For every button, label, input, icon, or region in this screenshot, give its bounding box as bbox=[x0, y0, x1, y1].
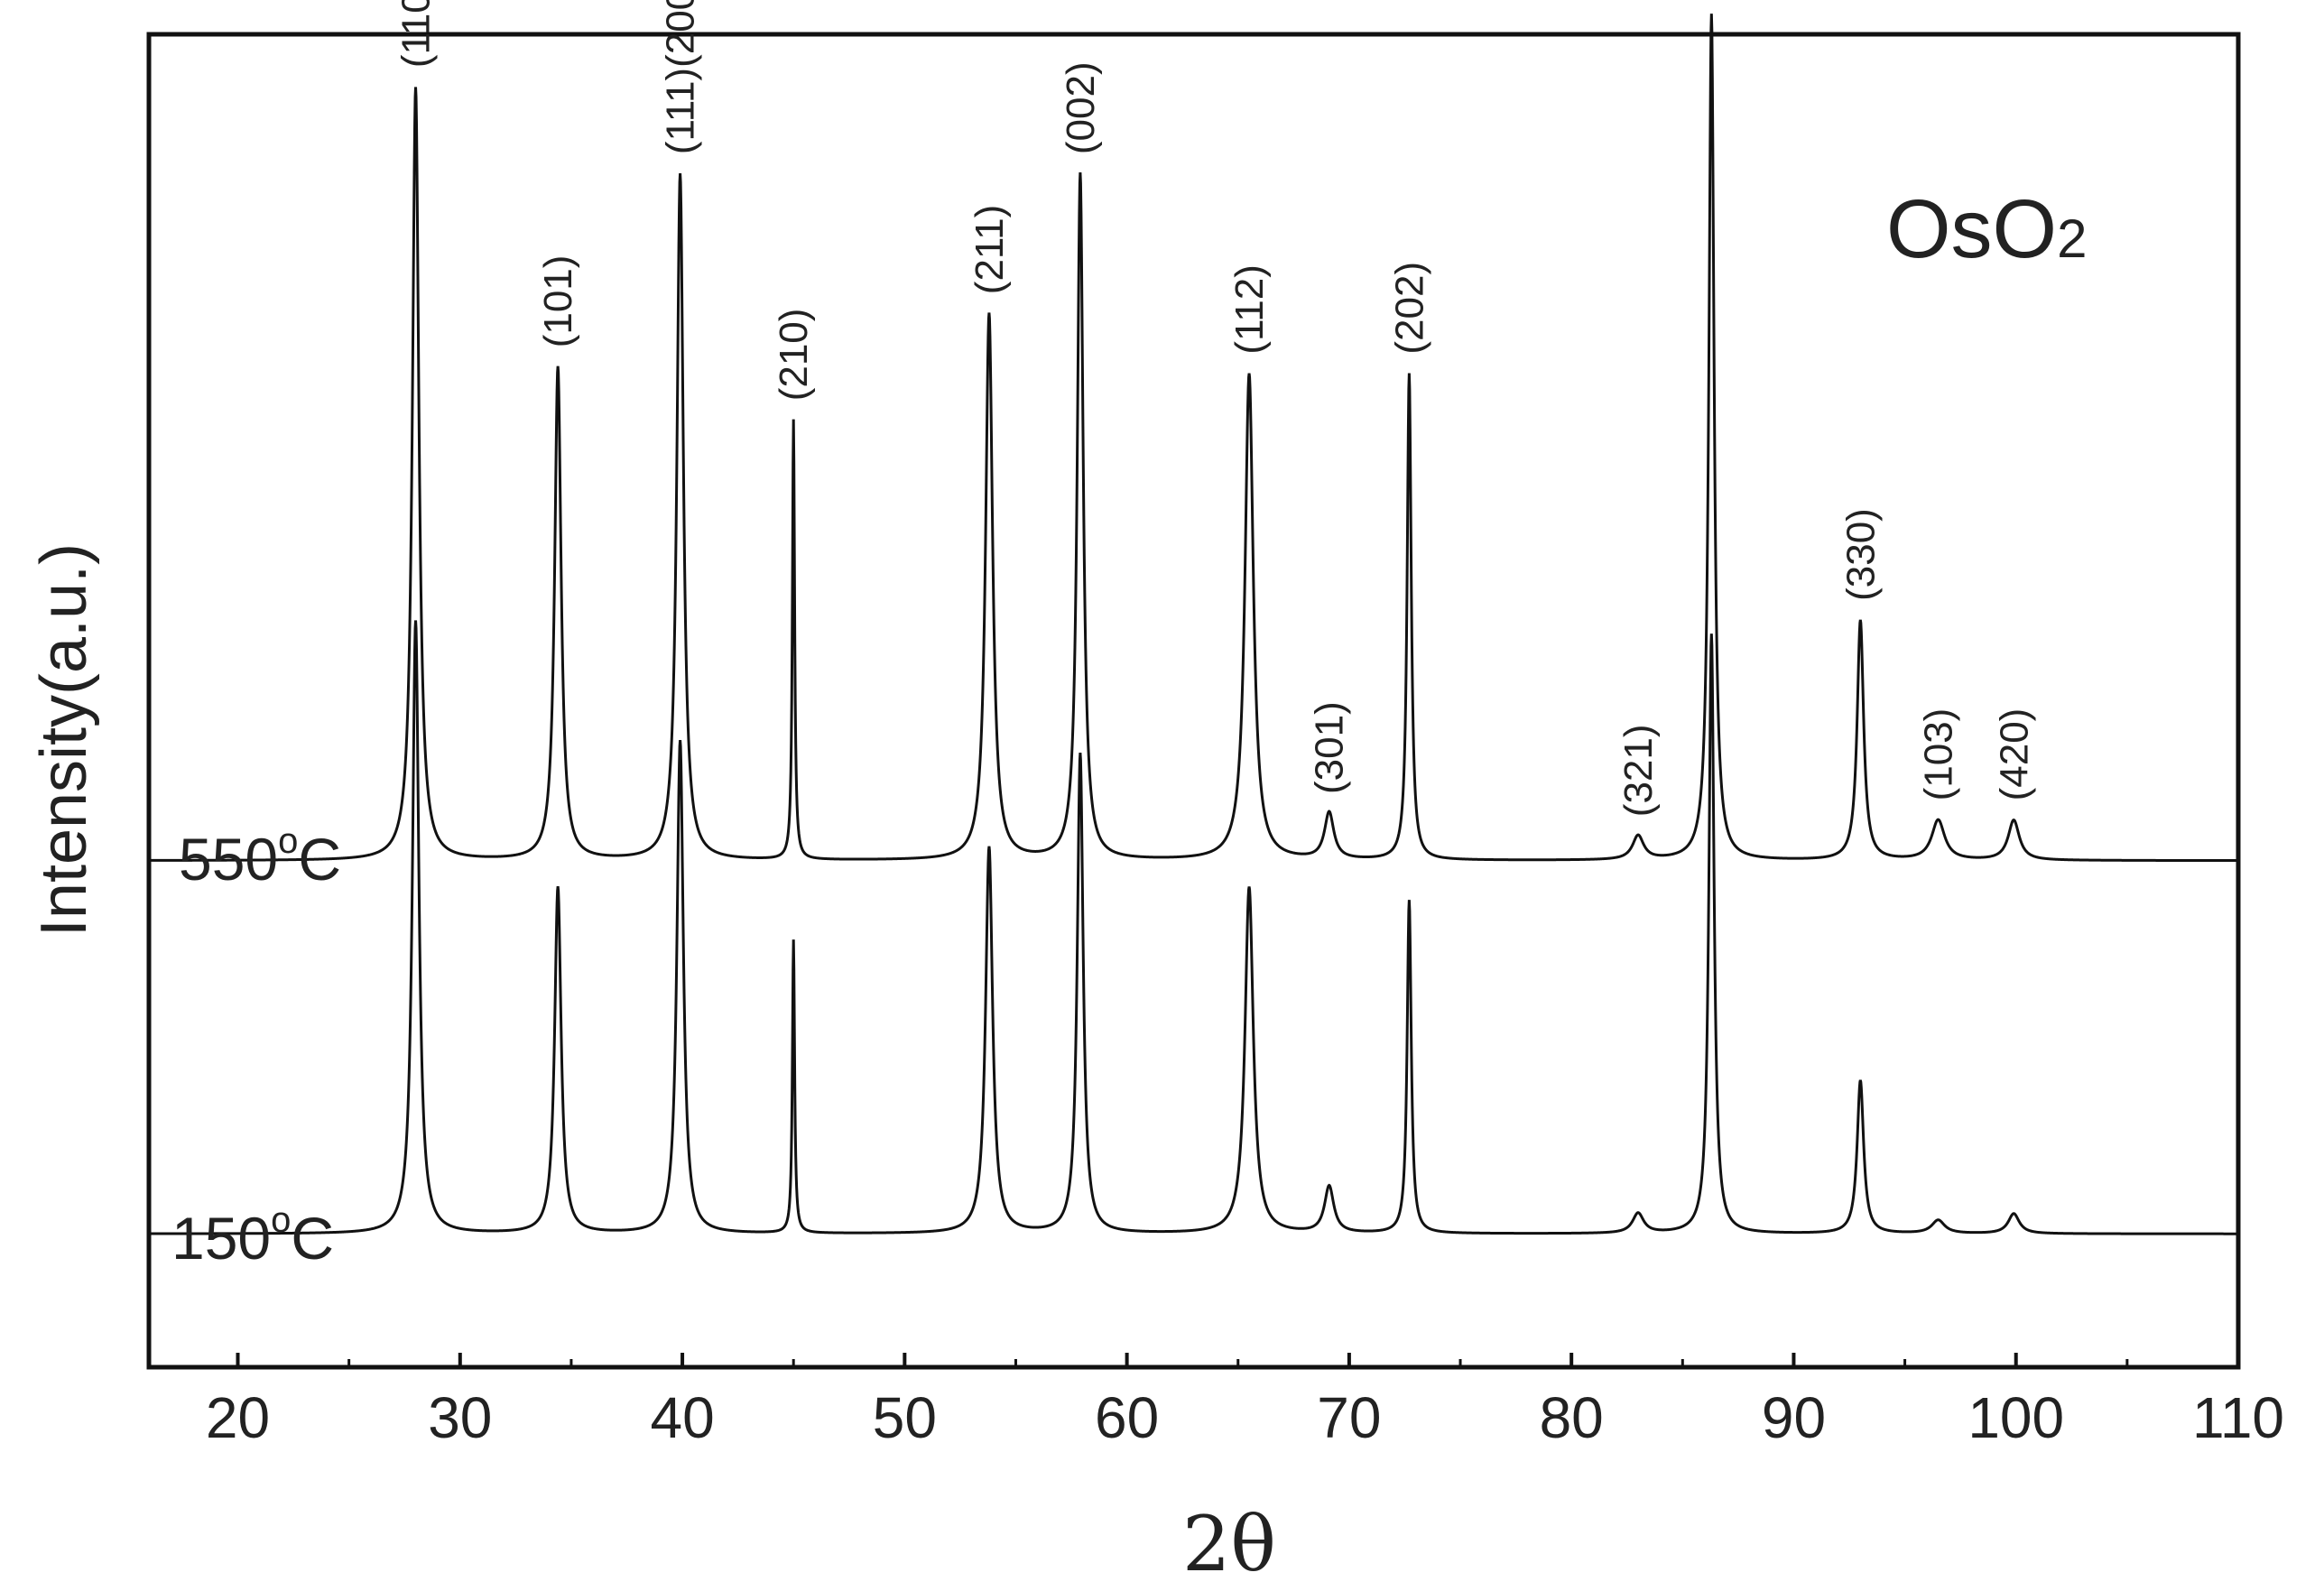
peak-label: (101) bbox=[536, 255, 580, 348]
y-axis-title: Intensity(a.u.) bbox=[28, 543, 100, 937]
series-label-550-main: 550 bbox=[179, 826, 278, 893]
series-line-1 bbox=[149, 620, 2238, 1235]
peak-label: (111)(200) bbox=[659, 0, 703, 154]
peak-label: (210) bbox=[772, 309, 816, 402]
x-tick-label: 110 bbox=[2192, 1385, 2284, 1450]
peak-label: (420) bbox=[1992, 708, 2036, 801]
peak-label: (110) bbox=[394, 0, 439, 68]
x-tick-label: 30 bbox=[428, 1385, 492, 1450]
x-axis-ticks: 20 30 40 50 60 70 80 90 100 110 bbox=[206, 1353, 2284, 1450]
peak-label: (321) bbox=[1616, 724, 1661, 817]
x-tick-label: 80 bbox=[1540, 1385, 1604, 1450]
x-tick-label: 50 bbox=[873, 1385, 937, 1450]
peak-label: (211) bbox=[968, 205, 1012, 294]
peak-label: (112) bbox=[1227, 264, 1272, 354]
x-tick-label: 20 bbox=[206, 1385, 270, 1450]
peak-label: (103) bbox=[1917, 708, 1961, 801]
series-label-550-degree: o bbox=[278, 821, 298, 861]
x-axis-title: 2θ bbox=[1182, 1500, 1276, 1588]
series-label-150: 150oC bbox=[171, 1200, 334, 1272]
x-tick-label: 70 bbox=[1317, 1385, 1381, 1450]
peak-label: (202) bbox=[1387, 262, 1431, 355]
plot-frame bbox=[146, 32, 2241, 1370]
x-tick-label: 100 bbox=[1968, 1385, 2064, 1450]
series-line-0 bbox=[149, 14, 2238, 863]
series-layer bbox=[149, 14, 2238, 1235]
series-label-150-degree: o bbox=[271, 1200, 291, 1240]
peak-label: (330) bbox=[1838, 508, 1883, 601]
x-tick-label: 90 bbox=[1762, 1385, 1826, 1450]
peak-labels: (110) (101) (111)(200) (210) (211) (002) (112)… bbox=[394, 0, 2037, 817]
peak-label: (002) bbox=[1059, 61, 1103, 154]
series-label-550-unit: C bbox=[298, 826, 341, 893]
title-subscript: 2 bbox=[2057, 208, 2087, 269]
title-main: OsO bbox=[1886, 183, 2057, 275]
x-tick-label: 60 bbox=[1095, 1385, 1159, 1450]
peak-label: (301) bbox=[1308, 701, 1352, 794]
series-label-150-unit: C bbox=[291, 1205, 334, 1272]
series-label-550: 550oC bbox=[179, 821, 341, 893]
chart-title: OsO2 bbox=[1886, 183, 2088, 275]
series-label-150-main: 150 bbox=[171, 1205, 271, 1272]
x-tick-label: 40 bbox=[650, 1385, 714, 1450]
